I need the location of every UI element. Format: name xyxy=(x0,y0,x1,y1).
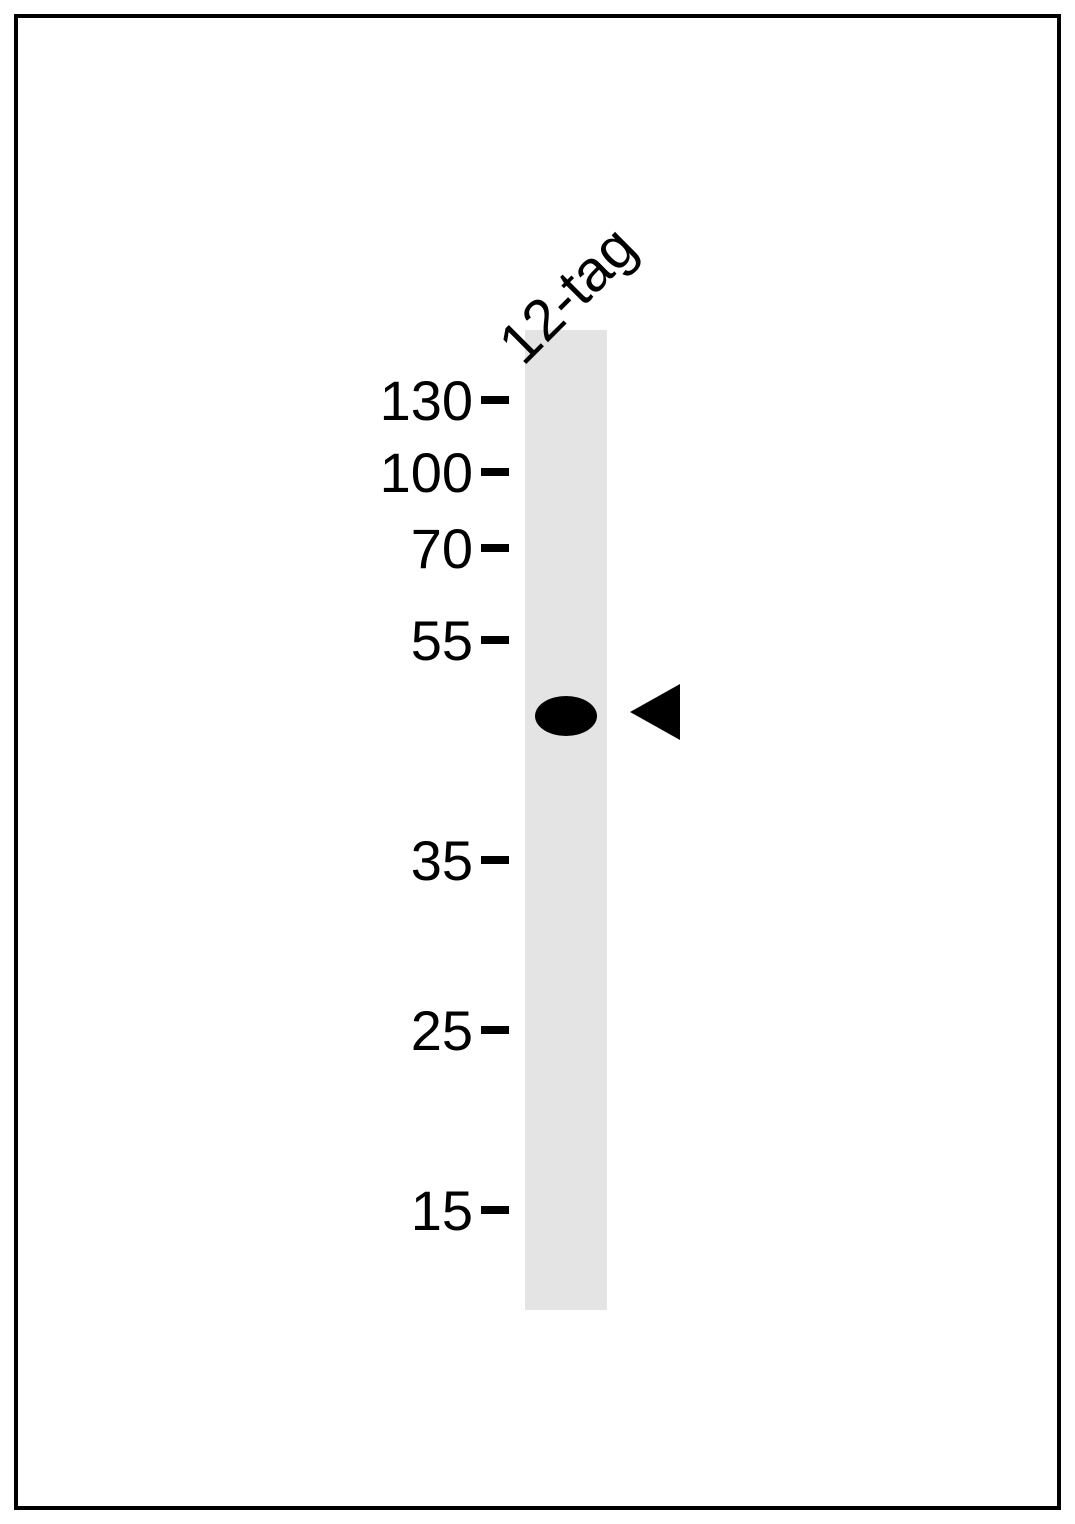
band-indicator-arrow-icon xyxy=(630,684,680,740)
mw-marker-label: 100 xyxy=(333,440,473,505)
mw-marker-label: 25 xyxy=(333,998,473,1063)
mw-marker-tick xyxy=(481,396,509,404)
mw-marker-label: 130 xyxy=(333,368,473,433)
mw-marker-label: 55 xyxy=(333,608,473,673)
mw-marker-label: 35 xyxy=(333,828,473,893)
mw-marker-tick xyxy=(481,468,509,476)
mw-marker-tick xyxy=(481,1026,509,1034)
mw-marker-tick xyxy=(481,544,509,552)
blot-lane xyxy=(525,330,607,1310)
mw-marker-tick xyxy=(481,636,509,644)
mw-marker-tick xyxy=(481,1206,509,1214)
mw-marker-tick xyxy=(481,856,509,864)
mw-marker-label: 70 xyxy=(333,516,473,581)
protein-band xyxy=(535,696,597,736)
mw-marker-label: 15 xyxy=(333,1178,473,1243)
